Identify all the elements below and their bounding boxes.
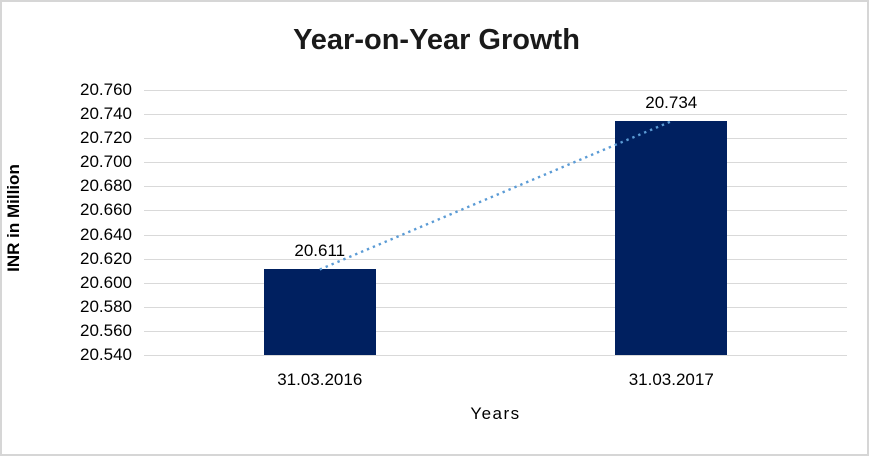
gridline	[144, 114, 847, 116]
y-tick-label: 20.760	[80, 80, 132, 99]
y-tick-label: 20.640	[80, 224, 132, 244]
y-tick-label: 20.600	[80, 272, 132, 292]
bar	[615, 121, 728, 355]
x-tick-label: 31.03.2017	[628, 370, 714, 389]
y-axis-title: INR in Million	[4, 164, 23, 272]
gridline	[144, 234, 847, 236]
gridline	[144, 186, 847, 188]
chart-title: Year-on-Year Growth	[293, 24, 580, 56]
gridline	[144, 162, 847, 164]
gridline	[144, 355, 847, 356]
gridline	[144, 258, 847, 260]
y-tick-label: 20.560	[80, 320, 132, 340]
gridline	[144, 306, 847, 308]
x-tick-label: 31.03.2016	[277, 370, 363, 389]
x-axis-title: Years	[470, 404, 521, 423]
gridline	[144, 90, 847, 91]
gridline	[144, 138, 847, 140]
y-tick-label: 20.660	[80, 200, 132, 220]
gridline	[144, 210, 847, 212]
gridline	[144, 330, 847, 332]
y-tick-label: 20.680	[80, 176, 132, 196]
gridline	[144, 282, 847, 284]
y-tick-label: 20.720	[80, 128, 132, 148]
y-tick-label: 20.700	[80, 152, 132, 172]
bar-value-label: 20.611	[294, 241, 346, 261]
y-tick-label: 20.740	[80, 104, 132, 124]
y-tick-label: 20.620	[80, 248, 132, 268]
y-tick-label: 20.580	[80, 296, 132, 316]
bar	[263, 269, 376, 355]
y-tick-label: 20.540	[80, 345, 132, 364]
bar-value-label: 20.734	[645, 93, 698, 113]
